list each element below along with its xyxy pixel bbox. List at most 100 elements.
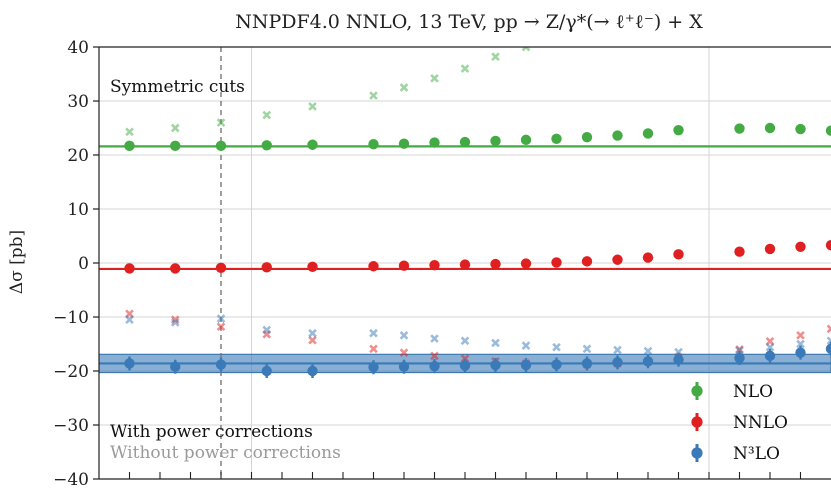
cross-1-19 bbox=[826, 324, 831, 334]
cross-stroke-a bbox=[826, 336, 831, 343]
point-0-12 bbox=[581, 131, 593, 143]
cross-stroke-b bbox=[399, 83, 409, 92]
point-1-10 bbox=[520, 258, 532, 269]
cross-stroke-b bbox=[308, 102, 317, 111]
cross-stroke-b bbox=[399, 331, 409, 340]
point-1-16 bbox=[734, 246, 745, 257]
cross-stroke-b bbox=[521, 341, 531, 350]
cross-stroke-b bbox=[491, 52, 500, 62]
cross-0-8 bbox=[460, 64, 470, 73]
cross-2-10 bbox=[521, 341, 531, 350]
point-2-7 bbox=[429, 360, 440, 372]
point-1-8 bbox=[459, 259, 471, 270]
chart-title: NNPDF4.0 NNLO, 13 TeV, pp → Z/γ*(→ ℓ⁺ℓ⁻)… bbox=[235, 11, 703, 33]
cross-0-7 bbox=[430, 74, 439, 83]
cross-stroke-b bbox=[674, 347, 683, 357]
point-1-18 bbox=[795, 241, 806, 252]
y-tick-label-2: 20 bbox=[67, 146, 89, 166]
point-0-14 bbox=[642, 128, 654, 139]
point-0-16 bbox=[734, 123, 745, 134]
cross-stroke-b bbox=[582, 344, 592, 354]
cross-0-1 bbox=[170, 123, 180, 133]
cross-stroke-a bbox=[524, 47, 531, 52]
cross-stroke-b bbox=[216, 322, 226, 332]
cross-2-4 bbox=[308, 328, 317, 338]
y-tick-label-8: −40 bbox=[53, 470, 89, 490]
cross-stroke-b bbox=[170, 123, 180, 133]
cross-2-1 bbox=[170, 318, 180, 327]
point-0-8 bbox=[459, 136, 471, 148]
point-0-7 bbox=[429, 137, 440, 148]
y-tick-label-6: −20 bbox=[53, 362, 89, 382]
point-0-15 bbox=[673, 124, 684, 136]
cross-2-12 bbox=[582, 344, 592, 354]
cross-2-6 bbox=[399, 331, 409, 340]
cross-1-4 bbox=[308, 335, 317, 345]
point-2-13 bbox=[612, 357, 623, 368]
point-1-5 bbox=[368, 261, 379, 272]
cross-stroke-b bbox=[826, 338, 831, 346]
cross-1-18 bbox=[796, 331, 805, 340]
legend-marker-0 bbox=[691, 385, 703, 397]
cross-stroke-b bbox=[216, 314, 226, 323]
cross-2-14 bbox=[643, 346, 653, 356]
cross-1-5 bbox=[369, 344, 378, 354]
y-axis-label: Δσ [pb] bbox=[7, 230, 27, 294]
point-2-1 bbox=[170, 361, 181, 372]
y-tick-label-0: 40 bbox=[67, 38, 89, 58]
cross-stroke-b bbox=[262, 325, 272, 335]
cross-2-19 bbox=[826, 336, 831, 346]
cross-2-11 bbox=[552, 342, 561, 352]
annotation-without-power: Without power corrections bbox=[110, 443, 341, 463]
point-2-11 bbox=[551, 359, 562, 370]
cross-stroke-b bbox=[216, 118, 226, 127]
legend-label-1: NNLO bbox=[733, 413, 788, 433]
cross-stroke-b bbox=[796, 339, 805, 349]
point-1-4 bbox=[307, 261, 318, 272]
point-1-17 bbox=[764, 243, 776, 255]
legend-marker-1 bbox=[691, 416, 703, 428]
point-2-0 bbox=[124, 358, 135, 369]
point-1-13 bbox=[612, 254, 623, 265]
cross-stroke-b bbox=[369, 328, 378, 338]
point-2-5 bbox=[368, 362, 379, 373]
cross-stroke-b bbox=[399, 348, 409, 357]
cross-2-5 bbox=[369, 328, 378, 338]
cross-stroke-b bbox=[826, 327, 831, 334]
y-tick-label-1: 30 bbox=[67, 92, 89, 112]
point-1-6 bbox=[398, 260, 410, 271]
point-1-15 bbox=[673, 249, 684, 260]
point-2-4 bbox=[307, 365, 318, 377]
cross-stroke-b bbox=[170, 318, 180, 327]
cross-0-10 bbox=[521, 47, 531, 52]
point-1-2 bbox=[215, 262, 227, 274]
point-0-3 bbox=[261, 140, 272, 151]
cross-stroke-b bbox=[735, 346, 744, 355]
cross-2-0 bbox=[125, 315, 134, 325]
point-2-9 bbox=[490, 359, 501, 371]
annotation-with-power: With power corrections bbox=[110, 422, 313, 442]
point-2-3 bbox=[261, 365, 272, 377]
point-2-2 bbox=[215, 359, 227, 370]
legend-marker-2 bbox=[691, 447, 703, 459]
cross-stroke-b bbox=[521, 47, 528, 52]
cross-stroke-b bbox=[308, 335, 317, 345]
y-tick-label-3: 10 bbox=[67, 200, 89, 220]
point-2-10 bbox=[520, 359, 532, 371]
point-2-14 bbox=[642, 356, 654, 367]
cross-2-13 bbox=[613, 345, 622, 355]
point-1-11 bbox=[551, 257, 562, 268]
point-1-3 bbox=[261, 262, 272, 273]
cross-2-17 bbox=[765, 342, 775, 352]
cross-1-7 bbox=[430, 351, 439, 361]
point-0-19 bbox=[825, 125, 831, 136]
cross-stroke-b bbox=[262, 110, 272, 120]
point-1-19 bbox=[825, 239, 831, 251]
point-2-16 bbox=[734, 352, 745, 364]
y-tick-label-4: 0 bbox=[78, 254, 89, 274]
point-0-11 bbox=[551, 133, 562, 144]
point-0-2 bbox=[215, 140, 227, 152]
legend-label-2: N³LO bbox=[733, 444, 780, 464]
cross-stroke-b bbox=[125, 315, 134, 325]
cross-2-7 bbox=[430, 334, 439, 343]
